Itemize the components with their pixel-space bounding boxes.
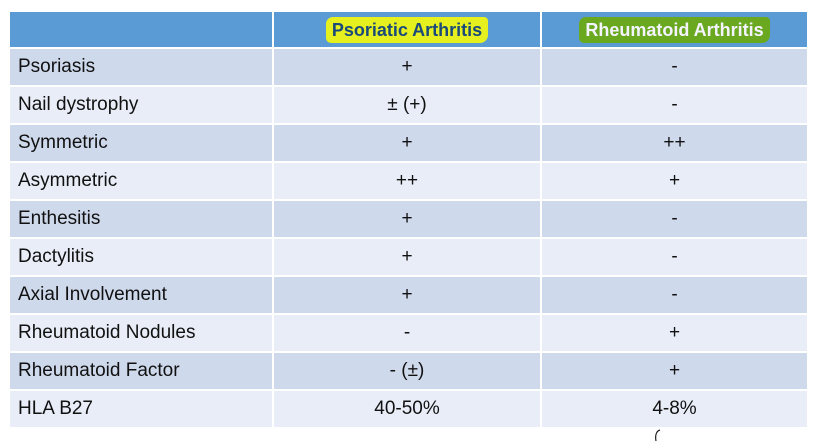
header-blank-cell [8, 10, 274, 49]
row-label: HLA B27 [8, 389, 274, 429]
psa-value: + [272, 123, 542, 163]
table-row: Rheumatoid Nodules - + [8, 313, 809, 353]
header-psoriatic-arthritis-label: Psoriatic Arthritis [325, 16, 489, 43]
table-row: Nail dystrophy ± (+) - [8, 85, 809, 125]
table-row: HLA B27 40-50% 4-8% [8, 389, 809, 429]
ra-value: + [540, 351, 809, 391]
header-rheumatoid-arthritis-label: Rheumatoid Arthritis [579, 16, 770, 43]
ra-value: - [540, 199, 809, 239]
table-row: Enthesitis + - [8, 199, 809, 239]
psa-value: ++ [272, 161, 542, 201]
header-rheumatoid-arthritis: Rheumatoid Arthritis [540, 10, 809, 49]
row-label: Rheumatoid Nodules [8, 313, 274, 353]
table-row: Asymmetric ++ + [8, 161, 809, 201]
psa-value: ± (+) [272, 85, 542, 125]
header-row: Psoriatic Arthritis Rheumatoid Arthritis [8, 10, 809, 49]
comparison-table: Psoriatic Arthritis Rheumatoid Arthritis… [8, 10, 809, 429]
table-row: Psoriasis + - [8, 47, 809, 87]
row-label: Dactylitis [8, 237, 274, 277]
row-label: Psoriasis [8, 47, 274, 87]
table-row: Dactylitis + - [8, 237, 809, 277]
psa-value: + [272, 237, 542, 277]
ra-value: ++ [540, 123, 809, 163]
psa-value: + [272, 199, 542, 239]
table-row: Axial Involvement + - [8, 275, 809, 315]
pen-annotation-mark [655, 429, 661, 442]
row-label: Rheumatoid Factor [8, 351, 274, 391]
ra-value: - [540, 85, 809, 125]
psa-value: - [272, 313, 542, 353]
header-psoriatic-arthritis: Psoriatic Arthritis [272, 10, 542, 49]
psa-value: + [272, 275, 542, 315]
ra-value: 4-8% [540, 389, 809, 429]
ra-value: - [540, 237, 809, 277]
row-label: Nail dystrophy [8, 85, 274, 125]
ra-value: - [540, 47, 809, 87]
row-label: Enthesitis [8, 199, 274, 239]
table-row: Rheumatoid Factor - (±) + [8, 351, 809, 391]
row-label: Axial Involvement [8, 275, 274, 315]
psa-value: 40-50% [272, 389, 542, 429]
psa-value: - (±) [272, 351, 542, 391]
ra-value: - [540, 275, 809, 315]
psa-value: + [272, 47, 542, 87]
table-row: Symmetric + ++ [8, 123, 809, 163]
row-label: Asymmetric [8, 161, 274, 201]
comparison-table-container: Psoriatic Arthritis Rheumatoid Arthritis… [8, 10, 809, 429]
ra-value: + [540, 161, 809, 201]
row-label: Symmetric [8, 123, 274, 163]
ra-value: + [540, 313, 809, 353]
